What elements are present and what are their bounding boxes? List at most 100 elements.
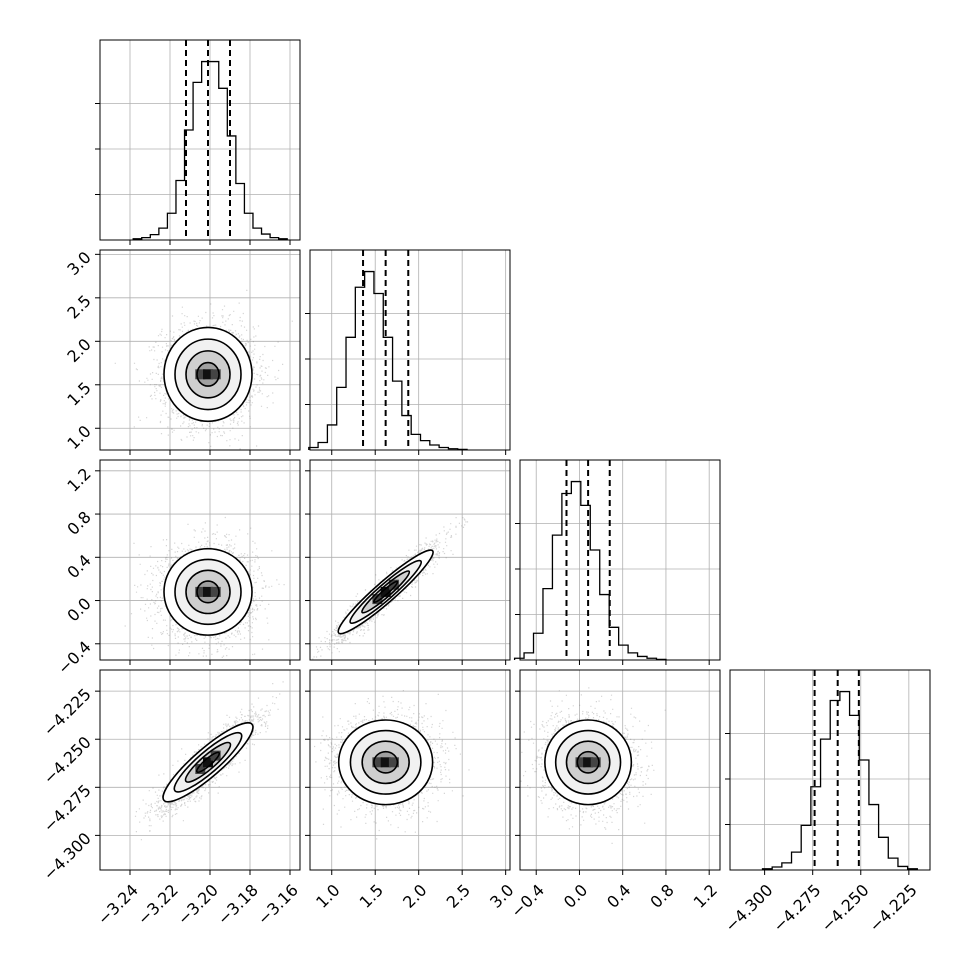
y-tick-label: −4.275 [39,781,94,836]
histogram-steps [132,60,288,240]
contour-line [196,361,220,387]
panel-frame [729,669,931,871]
y-tick-label: 1.0 [63,422,94,453]
density-core-cell [583,757,594,768]
density-core-cell [195,586,206,597]
contour-line [185,350,231,399]
contour-line [361,570,411,614]
contour-line [373,750,399,774]
density-core [195,750,221,774]
density-core-cell [210,369,221,380]
panel-frame [519,669,721,871]
x-tick-label: 0.8 [646,880,677,911]
y-tick-label: 0.8 [63,507,94,538]
panel-content [114,289,293,450]
x-tick-label: −3.16 [254,880,302,928]
density-core [575,757,601,768]
scatter-panel-1-2 [305,459,511,665]
density-core-cell [388,579,399,590]
x-tick-label: 1.0 [312,880,343,911]
x-tick-label: 2.0 [399,880,430,911]
contour-line [554,729,622,795]
scatter-panel-1-3 [305,669,511,875]
scatter-panel-0-1 [95,249,301,455]
scatter-panel-0-2 [95,459,301,665]
histogram-panel-1 [305,249,511,455]
scatter-panel-2-3 [515,669,721,875]
contour-line [361,740,410,785]
contour-line [372,580,399,604]
contour-line [337,549,434,635]
contour-line [174,558,242,626]
density-core-cell [210,586,221,597]
contour-line [163,326,253,423]
x-tick-label: −4.300 [721,880,776,935]
y-tick-label: 1.2 [63,464,94,495]
panel-frame [99,459,301,661]
density-core [372,579,399,605]
x-tick-label: 0.4 [603,880,634,911]
histogram-steps [308,270,468,451]
y-tick-label: 0.4 [63,551,94,582]
y-tick-label: 2.5 [63,291,94,322]
density-core-cell [195,764,206,774]
panel-content [314,690,470,840]
density-core-cell [372,757,383,768]
density-core-cell [195,369,206,380]
panel-content [124,516,285,660]
x-tick-label: 0.0 [560,880,591,911]
x-tick-label: −0.4 [507,880,548,921]
x-tick-label: −3.22 [134,880,182,928]
x-tick-label: 2.5 [443,880,474,911]
contour-line [174,338,242,411]
density-core [195,369,221,380]
panel-content [312,517,469,660]
contour-line [349,729,422,795]
y-tick-label: −4.250 [39,733,94,788]
histogram-panel-0 [95,39,301,245]
density-core-cell [203,586,213,597]
y-tick-label: −0.4 [54,637,95,678]
x-tick-label: 1.5 [356,880,387,911]
scatter-panel-0-3 [95,669,301,875]
panel-frame [99,39,301,241]
density-core-cell [380,757,391,768]
panel-frame [99,669,301,871]
x-tick-label: −3.24 [94,880,142,928]
contour-line [196,580,220,604]
x-tick-label: −4.250 [817,880,872,935]
density-core-cell [203,369,213,380]
y-tick-label: −4.300 [39,829,94,884]
density-core-cell [372,594,383,605]
panel-frame [99,249,301,451]
density-core [195,586,221,597]
contour-line [185,569,231,615]
contour-line [337,719,434,806]
panel-frame [309,249,511,451]
y-tick-label: 3.0 [63,248,94,279]
density-core-cell [575,757,586,768]
panel-content [520,687,666,844]
panel-frame [309,669,511,871]
x-tick-label: 1.2 [690,880,721,911]
y-tick-label: 2.0 [63,335,94,366]
histogram-steps [513,480,667,661]
y-tick-label: 1.5 [63,378,94,409]
histogram-panel-3 [725,669,931,875]
y-tick-label: 0.0 [63,594,94,625]
x-tick-label: −4.225 [865,880,920,935]
contour-line [162,721,254,803]
histogram-panel-2 [513,459,721,665]
contour-line [544,719,633,806]
contour-line [565,740,611,785]
contour-line [349,559,423,625]
density-core-cell [210,750,221,761]
x-tick-label: −4.275 [769,880,824,935]
density-core-cell [203,757,213,768]
contour-line [195,751,221,773]
density-core [372,757,399,768]
contour-line [184,741,232,783]
x-tick-label: −3.20 [174,880,222,928]
panel-frame [309,459,511,661]
